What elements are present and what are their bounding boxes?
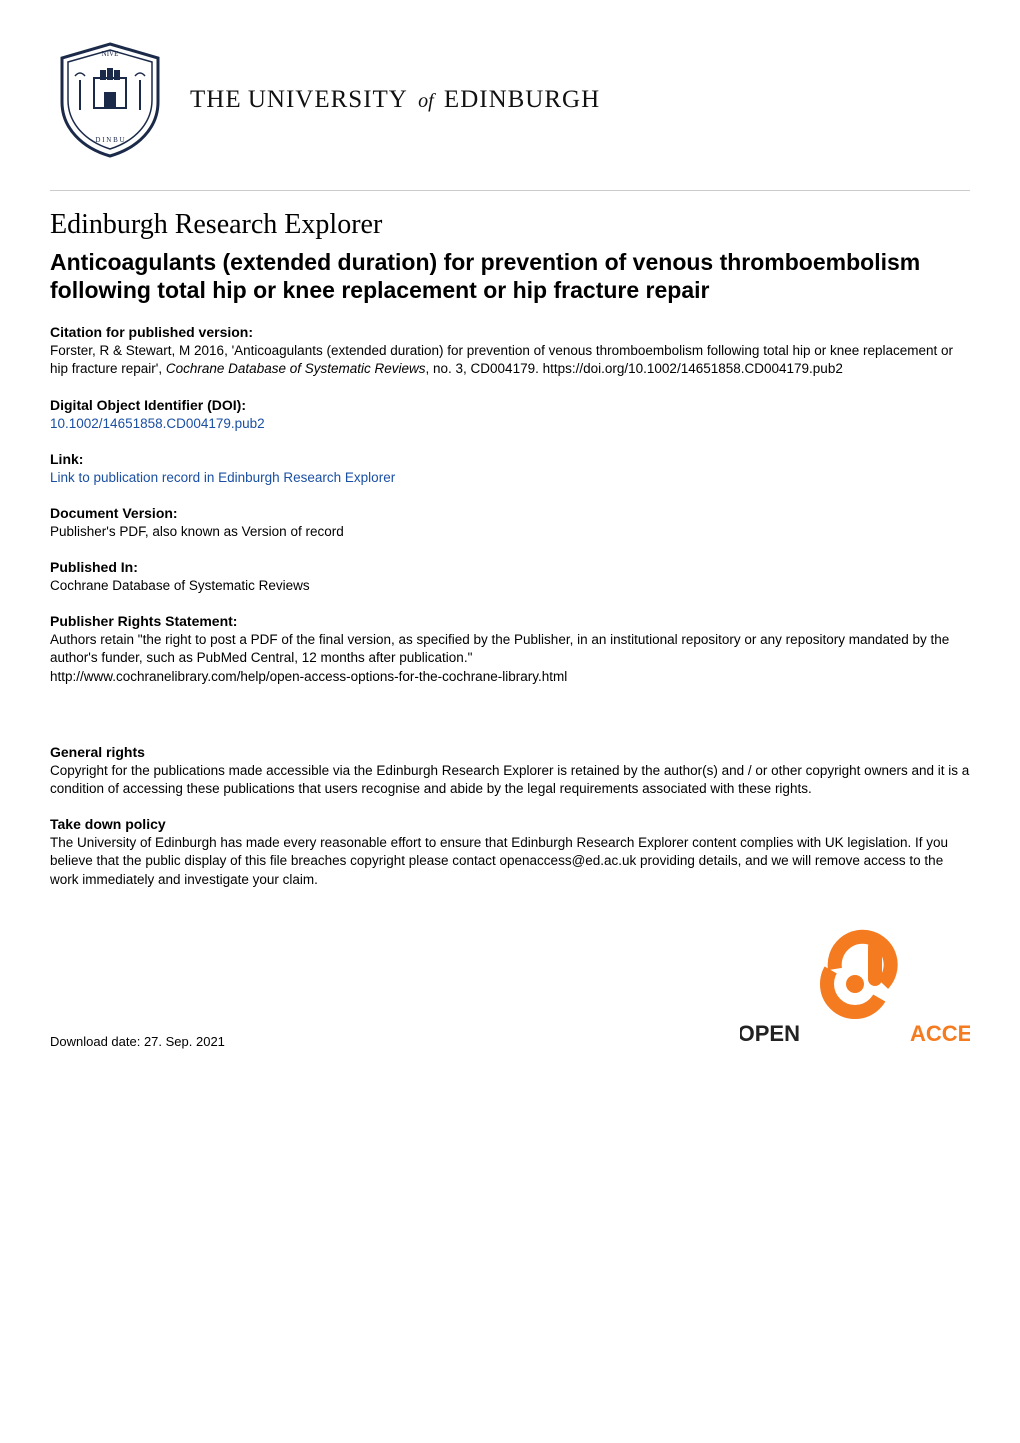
citation-section: Citation for published version: Forster,… bbox=[50, 324, 970, 378]
divider bbox=[50, 190, 970, 191]
header: NIVE D I N B U THE UNIVERSITY of EDINBUR… bbox=[50, 40, 970, 160]
citation-body: Forster, R & Stewart, M 2016, 'Anticoagu… bbox=[50, 342, 970, 378]
general-rights-body: Copyright for the publications made acce… bbox=[50, 762, 970, 798]
published-in-body: Cochrane Database of Systematic Reviews bbox=[50, 577, 970, 595]
university-name: THE UNIVERSITY of EDINBURGH bbox=[190, 86, 600, 114]
svg-text:NIVE: NIVE bbox=[102, 50, 119, 58]
citation-journal: Cochrane Database of Systematic Reviews bbox=[166, 361, 426, 376]
doi-section: Digital Object Identifier (DOI): 10.1002… bbox=[50, 397, 970, 433]
takedown-heading: Take down policy bbox=[50, 816, 970, 832]
paper-title: Anticoagulants (extended duration) for p… bbox=[50, 249, 970, 304]
univ-university: UNIVERSITY bbox=[248, 86, 408, 113]
link-heading: Link: bbox=[50, 451, 970, 467]
doi-heading: Digital Object Identifier (DOI): bbox=[50, 397, 970, 413]
citation-heading: Citation for published version: bbox=[50, 324, 970, 340]
publication-record-link[interactable]: Link to publication record in Edinburgh … bbox=[50, 470, 395, 485]
general-rights-heading: General rights bbox=[50, 744, 970, 760]
page-root: NIVE D I N B U THE UNIVERSITY of EDINBUR… bbox=[0, 0, 1020, 1079]
rights-section: Publisher Rights Statement: Authors reta… bbox=[50, 613, 970, 686]
univ-the: THE bbox=[190, 86, 242, 113]
open-access-logo-icon: OPEN ACCESS bbox=[740, 929, 970, 1049]
open-text: OPEN bbox=[740, 1021, 800, 1046]
univ-edinburgh: EDINBURGH bbox=[444, 86, 600, 113]
takedown-section: Take down policy The University of Edinb… bbox=[50, 816, 970, 889]
explorer-title: Edinburgh Research Explorer bbox=[50, 209, 970, 241]
published-in-heading: Published In: bbox=[50, 559, 970, 575]
rights-url: http://www.cochranelibrary.com/help/open… bbox=[50, 668, 970, 686]
doi-link[interactable]: 10.1002/14651858.CD004179.pub2 bbox=[50, 416, 265, 431]
access-text: ACCESS bbox=[910, 1021, 970, 1046]
university-crest-icon: NIVE D I N B U bbox=[50, 40, 170, 160]
spacer bbox=[50, 704, 970, 744]
citation-suffix: , no. 3, CD004179. https://doi.org/10.10… bbox=[426, 361, 843, 376]
general-rights-section: General rights Copyright for the publica… bbox=[50, 744, 970, 798]
doc-version-heading: Document Version: bbox=[50, 505, 970, 521]
univ-of: of bbox=[418, 90, 434, 112]
published-in-section: Published In: Cochrane Database of Syste… bbox=[50, 559, 970, 595]
takedown-body: The University of Edinburgh has made eve… bbox=[50, 834, 970, 889]
rights-heading: Publisher Rights Statement: bbox=[50, 613, 970, 629]
svg-text:D I N B U: D I N B U bbox=[95, 136, 124, 144]
link-section: Link: Link to publication record in Edin… bbox=[50, 451, 970, 487]
doc-version-body: Publisher's PDF, also known as Version o… bbox=[50, 523, 970, 541]
footer: Download date: 27. Sep. 2021 OPEN ACCESS bbox=[50, 929, 970, 1049]
rights-body: Authors retain "the right to post a PDF … bbox=[50, 631, 970, 667]
download-date: Download date: 27. Sep. 2021 bbox=[50, 1034, 225, 1049]
doc-version-section: Document Version: Publisher's PDF, also … bbox=[50, 505, 970, 541]
